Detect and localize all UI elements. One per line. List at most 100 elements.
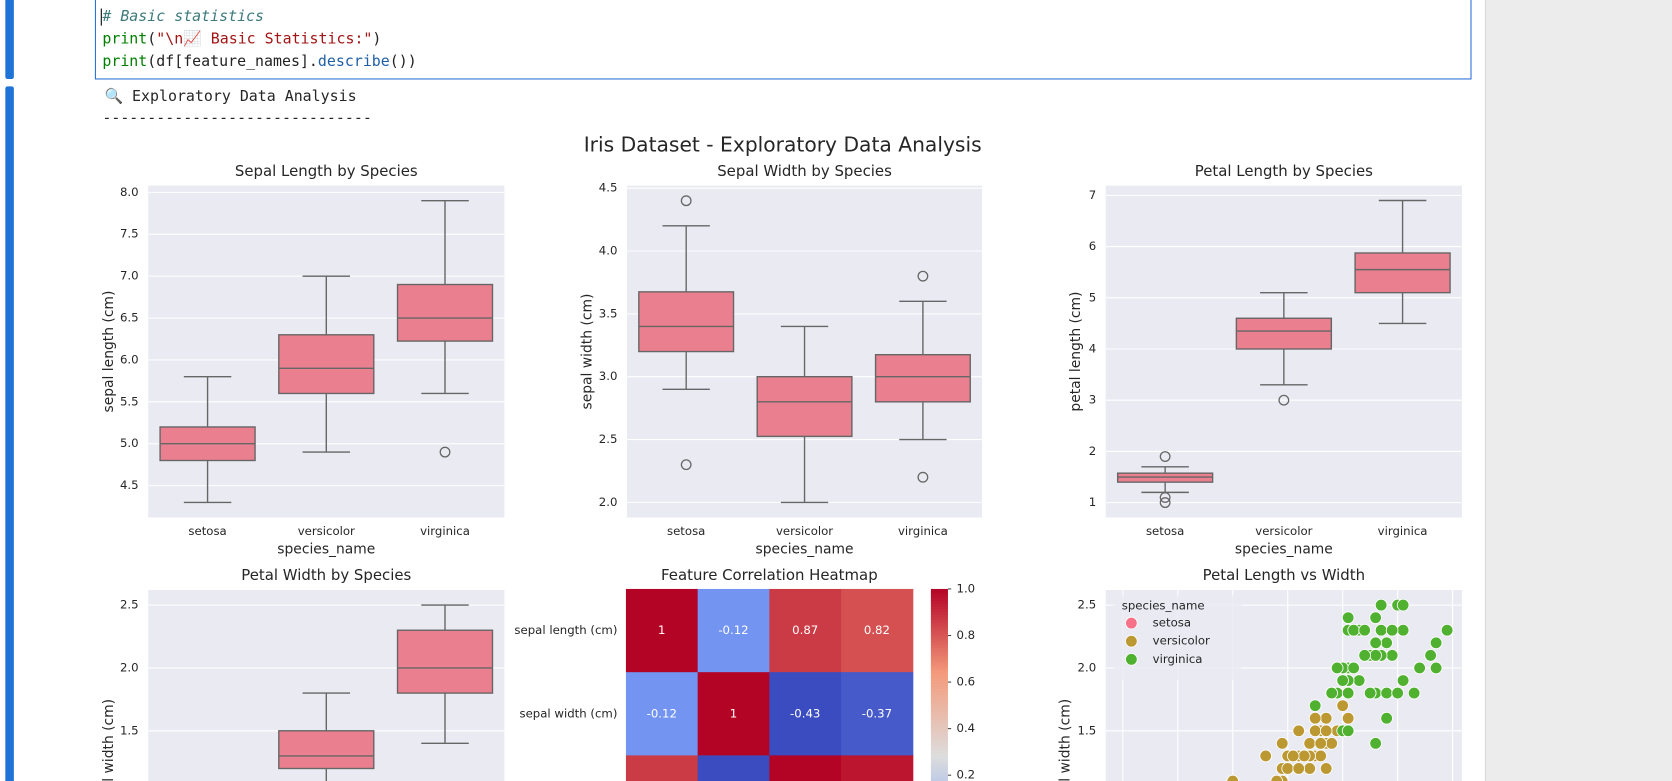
colorbar-slice xyxy=(930,724,948,729)
point xyxy=(1292,762,1305,775)
row-label: sepal width (cm) xyxy=(519,706,617,720)
heatmap-cell xyxy=(841,588,914,673)
colorbar-slice xyxy=(930,694,948,698)
colorbar-slice xyxy=(930,649,948,654)
code-line: # Basic statistics xyxy=(101,7,264,25)
code-token: print xyxy=(102,52,147,70)
output-heading: 🔍 Exploratory Data Analysis xyxy=(105,86,357,105)
cell-indicator[interactable] xyxy=(5,0,14,79)
box xyxy=(874,354,971,403)
legend-marker xyxy=(1125,653,1138,666)
cell-label: -0.43 xyxy=(790,706,820,720)
colorbar-slice xyxy=(930,722,948,726)
point xyxy=(1325,686,1338,700)
code-token: (df[feature_names]. xyxy=(147,52,318,70)
point xyxy=(1308,699,1322,712)
colorbar-slice xyxy=(930,752,948,757)
colorbar-slice xyxy=(930,600,948,604)
cell-indicator[interactable] xyxy=(5,86,14,781)
legend-label: versicolor xyxy=(1153,634,1210,648)
point xyxy=(1341,686,1355,700)
colorbar-slice xyxy=(930,741,948,745)
x-tick-label: virginica xyxy=(898,524,948,538)
figure-title: Iris Dataset - Exploratory Data Analysis xyxy=(584,133,982,157)
flier xyxy=(1159,497,1171,509)
colorbar-slice xyxy=(930,702,948,707)
colorbar-slice xyxy=(930,597,948,601)
box xyxy=(1235,317,1333,350)
box xyxy=(278,730,375,770)
point xyxy=(1358,623,1371,637)
point xyxy=(1308,711,1322,725)
box xyxy=(278,334,375,395)
colorbar-tick-label: 0.8 xyxy=(956,628,975,642)
flier xyxy=(1278,394,1290,406)
y-tick-label: 4.0 xyxy=(599,244,618,258)
box xyxy=(396,283,494,342)
colorbar-slice xyxy=(930,602,948,607)
colorbar-slice xyxy=(930,591,948,596)
colorbar-slice xyxy=(930,766,948,770)
code-cell[interactable] xyxy=(94,0,1472,80)
colorbar-slice xyxy=(930,666,948,671)
colorbar-slice xyxy=(930,713,948,718)
colorbar-slice xyxy=(930,777,948,781)
y-tick-label: 6.0 xyxy=(120,352,139,366)
box xyxy=(638,291,735,353)
colorbar-slice xyxy=(930,716,948,720)
y-tick-label: 2.0 xyxy=(120,660,139,674)
heatmap-cell xyxy=(697,755,770,781)
point xyxy=(1286,749,1300,763)
x-axis-label: species_name xyxy=(277,541,375,557)
colorbar-slice xyxy=(930,636,948,640)
colorbar-slice xyxy=(930,763,948,768)
chart-title: Petal Length by Species xyxy=(1195,162,1373,180)
point xyxy=(1226,774,1240,781)
code-line: print("\n📈 Basic Statistics:") xyxy=(102,29,381,47)
y-tick-label: 3 xyxy=(1089,393,1096,407)
heatmap-cell xyxy=(625,588,699,673)
heatmap-cell xyxy=(841,672,914,756)
point xyxy=(1336,699,1349,712)
colorbar-slice xyxy=(930,661,948,665)
colorbar-slice xyxy=(930,711,948,715)
flier xyxy=(1159,492,1171,503)
colorbar-slice xyxy=(930,755,948,759)
colorbar-slice xyxy=(930,744,948,748)
y-tick-label: 6 xyxy=(1089,239,1096,253)
flier xyxy=(917,270,929,282)
colorbar-slice xyxy=(930,605,948,610)
y-tick-label: 5 xyxy=(1089,290,1096,304)
y-axis-label: petal length (cm) xyxy=(1068,292,1084,412)
legend-label: setosa xyxy=(1153,616,1191,630)
colorbar-slice xyxy=(930,683,948,687)
heatmap-cell xyxy=(697,588,770,673)
y-axis-label: petal width (cm) xyxy=(1057,699,1073,781)
colorbar-slice xyxy=(930,655,948,659)
legend-label: virginica xyxy=(1153,652,1203,666)
colorbar-slice xyxy=(930,708,948,712)
heatmap-cell xyxy=(769,672,842,756)
y-tick-label: 2.0 xyxy=(1078,660,1097,674)
colorbar-slice xyxy=(930,611,948,615)
point xyxy=(1297,749,1311,763)
y-tick-label: 7.0 xyxy=(120,269,139,283)
colorbar-tick-label: 0.2 xyxy=(956,768,975,781)
point xyxy=(1369,737,1382,750)
x-tick-label: setosa xyxy=(188,524,226,538)
x-tick-label: setosa xyxy=(667,524,705,538)
colorbar-slice xyxy=(930,680,948,684)
y-tick-label: 3.5 xyxy=(599,306,618,320)
heatmap-cell xyxy=(697,672,770,756)
box xyxy=(1354,252,1451,294)
chart-title: Petal Width by Species xyxy=(241,566,411,584)
point xyxy=(1336,674,1349,687)
x-tick-label: versicolor xyxy=(298,524,355,538)
point xyxy=(1413,661,1426,675)
flier xyxy=(680,195,692,207)
y-axis-label: sepal length (cm) xyxy=(101,291,117,413)
y-tick-label: 7 xyxy=(1089,188,1096,202)
output-rule: ------------------------------ xyxy=(102,108,371,126)
colorbar-slice xyxy=(930,641,948,646)
